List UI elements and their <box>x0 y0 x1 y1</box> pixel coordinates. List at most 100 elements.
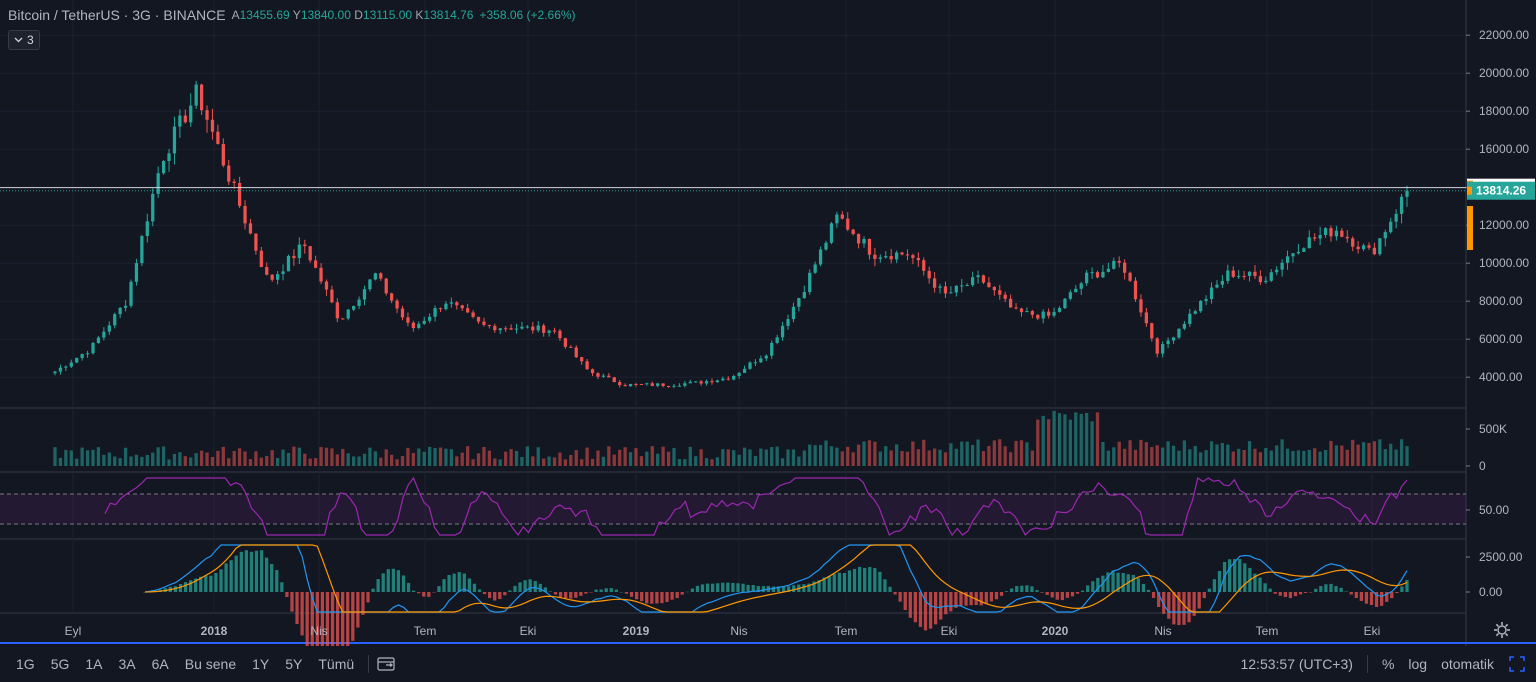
volume-bar[interactable] <box>612 454 616 466</box>
volume-bar[interactable] <box>1302 450 1306 466</box>
volume-bar[interactable] <box>466 446 470 466</box>
macd-histogram-bar[interactable] <box>685 591 689 593</box>
candle-body[interactable] <box>476 316 481 322</box>
volume-bar[interactable] <box>433 448 437 466</box>
macd-histogram-bar[interactable] <box>1238 559 1242 592</box>
macd-histogram-bar[interactable] <box>1243 563 1247 592</box>
volume-bar[interactable] <box>373 451 377 466</box>
macd-histogram-bar[interactable] <box>1309 592 1313 593</box>
macd-histogram-bar[interactable] <box>822 577 826 592</box>
candle-body[interactable] <box>1307 237 1311 249</box>
volume-bar[interactable] <box>824 440 828 466</box>
macd-histogram-bar[interactable] <box>178 583 183 592</box>
volume-bar[interactable] <box>368 447 372 466</box>
macd-histogram-bar[interactable] <box>1390 592 1394 599</box>
macd-histogram-bar[interactable] <box>893 592 897 595</box>
volume-bar[interactable] <box>590 458 595 466</box>
candle-body[interactable] <box>509 328 513 330</box>
macd-histogram-bar[interactable] <box>847 570 852 592</box>
macd-histogram-bar[interactable] <box>868 566 872 592</box>
volume-bar[interactable] <box>688 446 692 466</box>
candle-body[interactable] <box>1318 235 1322 239</box>
macd-histogram-bar[interactable] <box>1015 586 1019 592</box>
macd-histogram-bar[interactable] <box>381 573 385 592</box>
candle-body[interactable] <box>759 358 763 363</box>
volume-bar[interactable] <box>167 459 171 466</box>
macd-histogram-bar[interactable] <box>923 592 928 631</box>
volume-bar[interactable] <box>1275 445 1279 466</box>
candle-body[interactable] <box>80 354 84 358</box>
candle-body[interactable] <box>1085 272 1089 284</box>
candle-body[interactable] <box>1177 328 1181 338</box>
volume-bar[interactable] <box>563 459 568 466</box>
macd-histogram-bar[interactable] <box>574 592 578 598</box>
macd-histogram-bar[interactable] <box>1253 573 1257 592</box>
candle-body[interactable] <box>330 289 334 303</box>
volume-bar[interactable] <box>786 449 790 466</box>
candle-body[interactable] <box>525 326 530 328</box>
macd-histogram-bar[interactable] <box>888 586 892 592</box>
price-range-marker[interactable] <box>1467 206 1473 250</box>
candle-body[interactable] <box>346 309 350 319</box>
macd-histogram-bar[interactable] <box>1268 588 1272 592</box>
macd-histogram-bar[interactable] <box>624 592 629 594</box>
candle-body[interactable] <box>210 119 215 132</box>
macd-histogram-bar[interactable] <box>1349 592 1353 595</box>
candle-body[interactable] <box>1280 262 1284 270</box>
candle-body[interactable] <box>58 367 63 372</box>
volume-bar[interactable] <box>1052 410 1056 466</box>
macd-histogram-bar[interactable] <box>604 588 608 592</box>
volume-bar[interactable] <box>932 448 937 466</box>
candle-body[interactable] <box>536 325 540 331</box>
macd-histogram-bar[interactable] <box>721 582 725 592</box>
candle-body[interactable] <box>107 325 111 332</box>
candle-body[interactable] <box>563 338 568 347</box>
candle-body[interactable] <box>319 267 323 282</box>
volume-bar[interactable] <box>422 451 426 466</box>
candle-body[interactable] <box>1204 299 1208 301</box>
candle-body[interactable] <box>710 381 714 383</box>
volume-bar[interactable] <box>1166 441 1170 466</box>
candle-body[interactable] <box>1052 311 1056 316</box>
volume-bar[interactable] <box>341 448 345 466</box>
volume-bar[interactable] <box>221 446 225 466</box>
candle-body[interactable] <box>1215 284 1219 288</box>
macd-histogram-bar[interactable] <box>1339 587 1343 592</box>
macd-histogram-bar[interactable] <box>827 575 831 592</box>
candle-body[interactable] <box>542 325 546 333</box>
volume-bar[interactable] <box>53 447 57 466</box>
volume-bar[interactable] <box>927 450 931 466</box>
volume-bar[interactable] <box>400 456 405 466</box>
candle-body[interactable] <box>1193 311 1197 314</box>
macd-histogram-bar[interactable] <box>1004 591 1009 592</box>
macd-histogram-bar[interactable] <box>802 584 806 592</box>
volume-bar[interactable] <box>726 449 730 466</box>
candle-body[interactable] <box>1047 311 1051 316</box>
candle-body[interactable] <box>645 383 649 385</box>
macd-histogram-bar[interactable] <box>1293 592 1298 597</box>
candle-body[interactable] <box>493 325 497 331</box>
volume-bar[interactable] <box>357 456 361 466</box>
go-to-date-icon[interactable] <box>377 656 397 672</box>
candle-body[interactable] <box>64 366 68 368</box>
volume-bar[interactable] <box>390 454 394 466</box>
candle-body[interactable] <box>1009 298 1013 308</box>
macd-histogram-bar[interactable] <box>675 592 679 599</box>
volume-bar[interactable] <box>227 458 231 466</box>
volume-bar[interactable] <box>808 444 812 466</box>
candle-body[interactable] <box>1237 275 1241 277</box>
candle-body[interactable] <box>1112 260 1116 269</box>
volume-bar[interactable] <box>813 445 817 466</box>
volume-bar[interactable] <box>471 459 475 466</box>
candle-body[interactable] <box>580 357 584 362</box>
macd-histogram-bar[interactable] <box>224 563 228 592</box>
volume-bar[interactable] <box>710 459 714 466</box>
volume-bar[interactable] <box>248 459 253 466</box>
candle-body[interactable] <box>715 380 720 383</box>
symbol-title[interactable]: Bitcoin / TetherUS · 3G · BINANCE <box>8 7 226 23</box>
candle-body[interactable] <box>650 383 654 386</box>
volume-bar[interactable] <box>1063 414 1067 466</box>
macd-histogram-bar[interactable] <box>558 592 563 597</box>
volume-bar[interactable] <box>205 452 209 466</box>
macd-histogram-bar[interactable] <box>244 550 248 592</box>
